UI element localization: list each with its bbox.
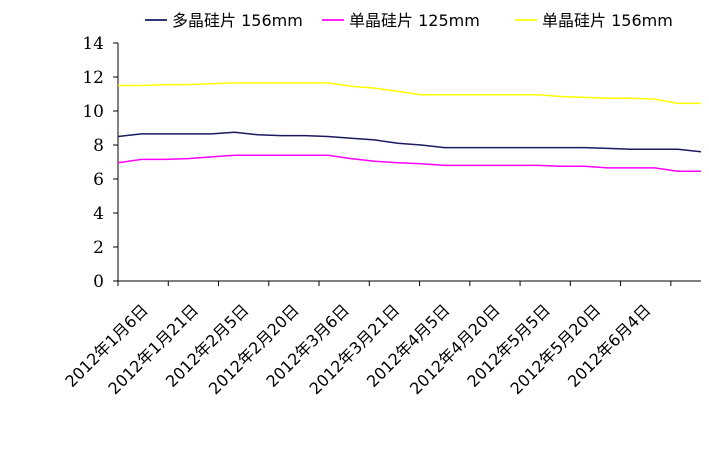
y-tick-label: 4 [93, 204, 104, 224]
legend-label: 单晶硅片 125mm [349, 11, 480, 30]
x-tick-label: 2012年4月20日 [406, 300, 504, 398]
y-tick-label: 6 [93, 170, 104, 190]
series-line-0 [117, 131, 702, 153]
x-tick-label: 2012年1月21日 [104, 300, 202, 398]
series-line-2 [118, 82, 701, 105]
y-tick-label: 12 [82, 68, 104, 88]
plot-area: 024681012142012年1月6日2012年1月21日2012年2月5日2… [61, 34, 702, 398]
y-tick-label: 0 [93, 272, 104, 292]
legend: 多晶硅片 156mm 单晶硅片 125mm 单晶硅片 156mm [145, 11, 673, 30]
x-tick-label: 2012年5月20日 [507, 300, 605, 398]
y-tick-label: 10 [82, 102, 104, 122]
y-tick-label: 2 [93, 238, 104, 258]
y-tick-label: 8 [93, 136, 104, 156]
x-tick-label: 2012年3月21日 [305, 300, 403, 398]
x-tick-label: 2012年2月20日 [205, 300, 303, 398]
series-line-1 [117, 154, 701, 173]
legend-label: 单晶硅片 156mm [542, 11, 673, 30]
y-tick-label: 14 [82, 34, 104, 54]
legend-label: 多晶硅片 156mm [172, 11, 303, 30]
